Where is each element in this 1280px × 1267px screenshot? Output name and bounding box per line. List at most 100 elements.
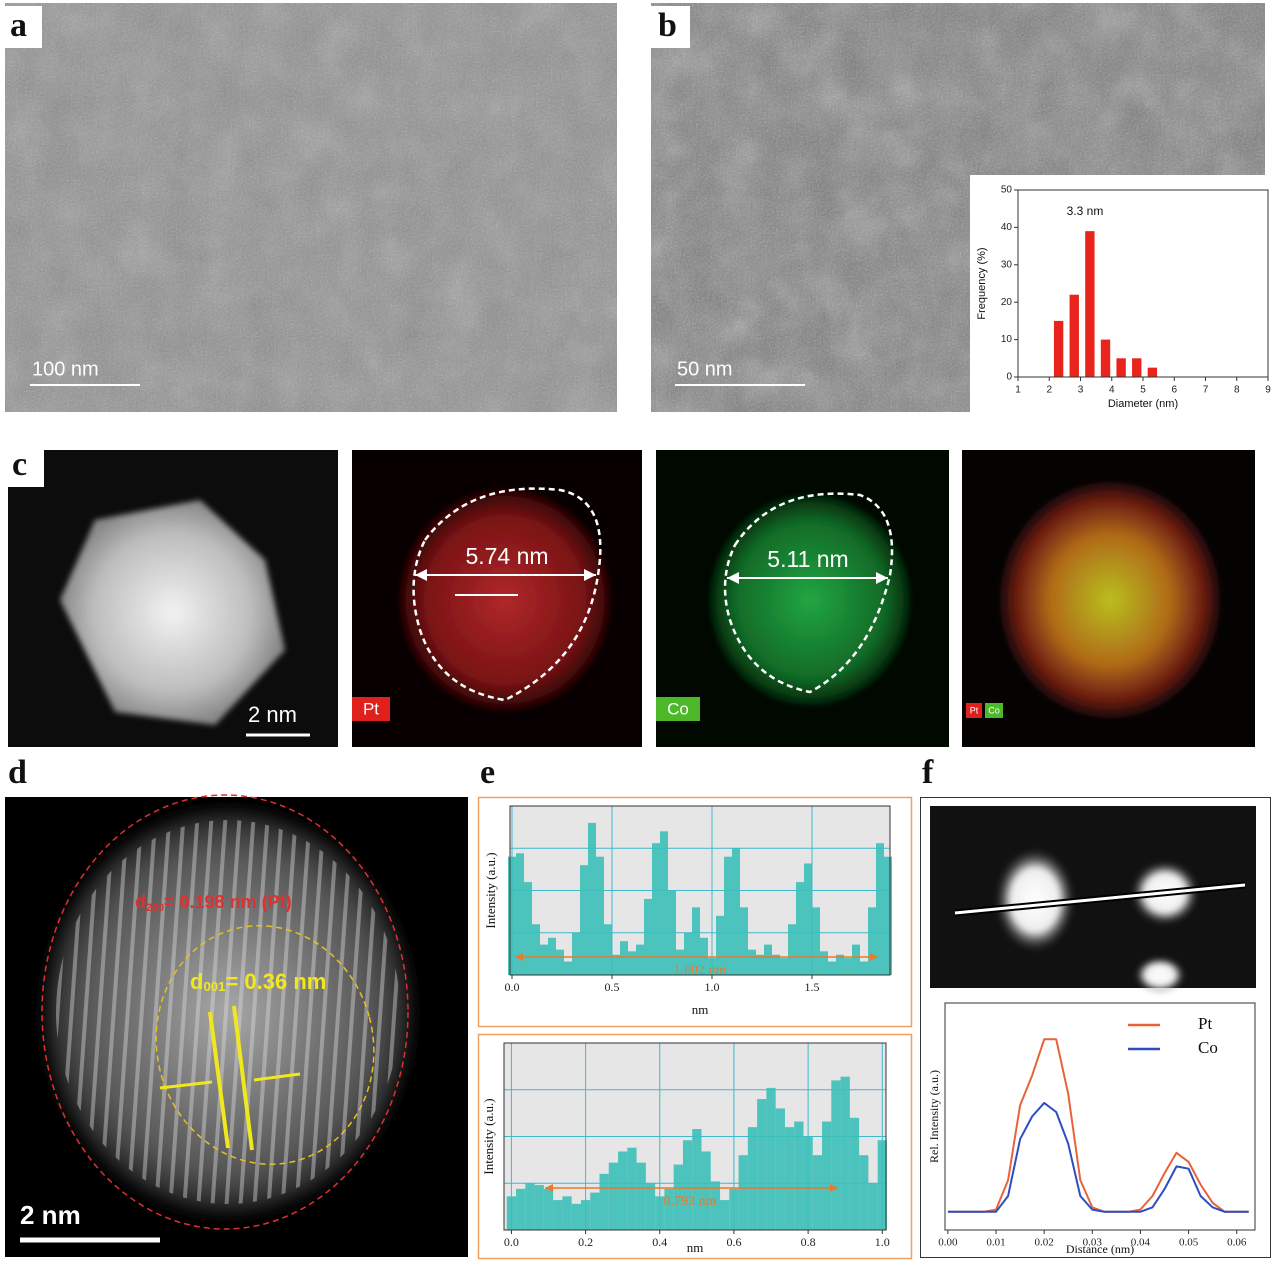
panel-f	[920, 797, 1271, 1258]
profile-bar	[876, 843, 884, 975]
profile-bar	[612, 954, 620, 975]
profile-bar	[724, 856, 732, 975]
profile-bar	[692, 907, 700, 975]
y-tick-label: 10	[1001, 334, 1013, 345]
bar	[1100, 339, 1111, 377]
bar	[1132, 358, 1142, 377]
panel-b	[651, 3, 1280, 412]
label-box	[650, 6, 690, 48]
bar	[1116, 358, 1126, 377]
width-label: 5.11 nm	[767, 546, 848, 572]
profile-bar	[588, 822, 596, 975]
profile-bar	[716, 915, 724, 975]
symbol: d	[190, 969, 203, 994]
profile-bar	[852, 944, 860, 975]
profile-bar	[524, 882, 532, 975]
y-tick-label: 0	[1006, 372, 1012, 383]
profile-bar	[844, 958, 852, 975]
x-tick-label: 1.0	[705, 980, 720, 994]
x-tick-label: 0.5	[605, 980, 620, 994]
bar	[1147, 367, 1158, 377]
axis-frame	[944, 1002, 1256, 1231]
element-tag: Pt	[363, 699, 379, 718]
axis-frame	[509, 805, 891, 976]
panel-label: c	[12, 446, 27, 483]
subscript: 001	[203, 979, 225, 994]
label-box	[2, 6, 42, 48]
profile-bar	[682, 1140, 693, 1230]
profile-bar	[532, 924, 540, 975]
profile-bar	[729, 1188, 739, 1230]
bar	[1069, 294, 1079, 377]
profile-bar	[580, 1200, 591, 1230]
profile-bar	[516, 1188, 526, 1230]
profile-bar	[822, 1121, 832, 1230]
profile-bar	[756, 954, 764, 975]
x-tick-label: 0.06	[1227, 1237, 1247, 1249]
series-line	[947, 1038, 1249, 1213]
profile-bar	[525, 1183, 535, 1230]
profile-bar	[627, 1147, 637, 1230]
x-tick-label: 3	[1078, 385, 1084, 396]
x-tick-label: 0.6	[726, 1235, 741, 1249]
profile-bar	[652, 843, 660, 975]
pt-signal	[400, 490, 610, 710]
scale-label: 100 nm	[32, 358, 99, 380]
scale-label: 2 nm	[248, 702, 297, 727]
profile-bar	[708, 958, 716, 975]
profile-bar	[590, 1192, 600, 1230]
profile-bar	[534, 1185, 544, 1230]
profile-bar	[571, 1203, 581, 1230]
element-tag: Co	[667, 699, 689, 718]
profile-bar	[828, 961, 836, 975]
scale-label: 50 nm	[677, 358, 733, 380]
y-axis-title: Intensity (a.u.)	[481, 1098, 496, 1174]
profile-bar	[628, 951, 636, 975]
x-axis-title: Distance (nm)	[1066, 1242, 1134, 1256]
profile-bar	[831, 1080, 841, 1230]
profile-bar	[766, 1087, 776, 1230]
profile-bar	[636, 1162, 646, 1230]
profile-bar	[620, 941, 628, 975]
overlay-signal	[1000, 482, 1220, 718]
spacing-label: d200= 0.198 nm (Pt)	[135, 892, 292, 914]
profile-bar	[780, 958, 788, 975]
panel-label: f	[922, 754, 934, 791]
profile-bar	[868, 907, 876, 975]
peak-label: 3.3 nm	[1067, 204, 1104, 218]
outline	[155, 925, 375, 1165]
y-tick-label: 50	[1001, 185, 1013, 196]
profile-bar	[540, 944, 548, 975]
x-tick-label: 0.0	[505, 980, 520, 994]
profile-bar	[784, 1127, 795, 1230]
spacing-arrow	[159, 1080, 213, 1090]
lattice-fringes	[56, 820, 400, 1204]
bar	[1085, 231, 1095, 377]
x-tick-label: 0.02	[1035, 1237, 1054, 1249]
y-tick-label: 30	[1001, 259, 1013, 270]
co-tag-box	[985, 703, 1003, 718]
axis-frame	[1017, 189, 1269, 378]
profile-bar	[684, 932, 692, 975]
scale-label: 2 nm	[20, 1200, 81, 1230]
panel-a	[5, 3, 617, 412]
profile-bar	[660, 831, 668, 975]
panel-label: d	[8, 754, 27, 791]
fringe-line	[232, 1005, 254, 1151]
x-tick-label: 1	[1015, 385, 1021, 396]
atom	[1135, 957, 1185, 993]
scan-line	[954, 883, 1246, 915]
profile-bar	[701, 1151, 711, 1230]
profile-bar	[775, 1108, 785, 1230]
profile-bar	[788, 924, 796, 975]
pt-tag-box	[352, 697, 390, 721]
spacing-arrow	[253, 1072, 301, 1082]
profile-bar	[676, 949, 684, 975]
profile-bar	[804, 863, 812, 975]
x-tick-label: 0.0	[504, 1235, 519, 1249]
panel-label: e	[480, 754, 495, 791]
spacing-label: d001= 0.36 nm	[190, 969, 326, 995]
element-tag: Co	[988, 705, 1000, 715]
x-tick-label: 0.2	[578, 1235, 593, 1249]
profile-bar	[868, 1183, 878, 1230]
